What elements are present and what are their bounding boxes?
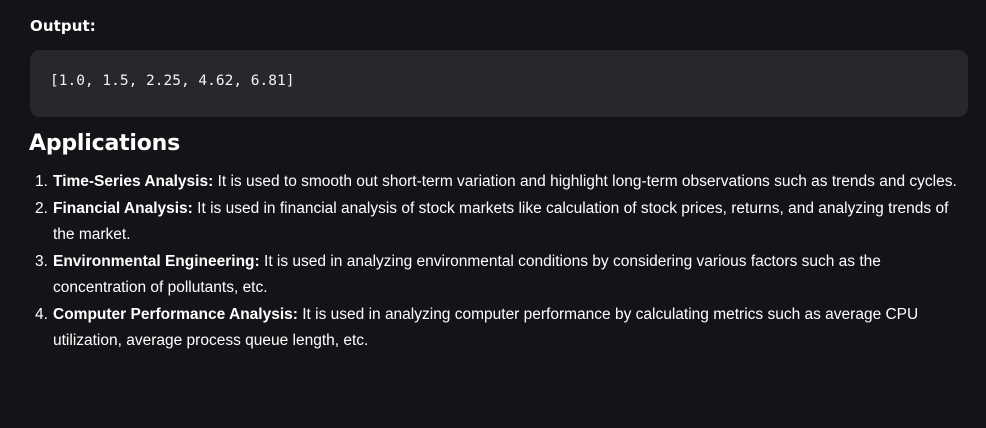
list-item-number: 1. — [35, 173, 48, 190]
output-label: Output: — [30, 17, 96, 35]
list-item-number: 3. — [35, 252, 48, 270]
applications-list: 1. Time-Series Analysis: It is used to s… — [32, 169, 972, 355]
list-item-number: 4. — [35, 305, 48, 323]
list-item: 3. Environmental Engineering: It is used… — [32, 249, 972, 302]
code-output-text: [1.0, 1.5, 2.25, 4.62, 6.81] — [50, 73, 295, 89]
list-item-text: It is used to smooth out short-term vari… — [217, 173, 957, 190]
list-item-title: Environmental Engineering: — [53, 252, 260, 270]
applications-heading: Applications — [29, 131, 181, 156]
list-item: 2. Financial Analysis: It is used in fin… — [32, 196, 972, 249]
list-item-text: It is used in financial analysis of stoc… — [53, 199, 949, 244]
list-item-text: It is used in analyzing computer perform… — [53, 305, 919, 350]
list-item-title: Computer Performance Analysis: — [53, 305, 298, 323]
list-item: 4. Computer Performance Analysis: It is … — [32, 302, 972, 355]
list-item: 1. Time-Series Analysis: It is used to s… — [32, 169, 972, 196]
code-output-block: [1.0, 1.5, 2.25, 4.62, 6.81] — [30, 50, 968, 117]
list-item-text: It is used in analyzing environmental co… — [53, 252, 881, 297]
list-item-title: Financial Analysis: — [53, 199, 193, 217]
list-item-number: 2. — [35, 199, 48, 217]
list-item-title: Time-Series Analysis: — [53, 173, 214, 190]
